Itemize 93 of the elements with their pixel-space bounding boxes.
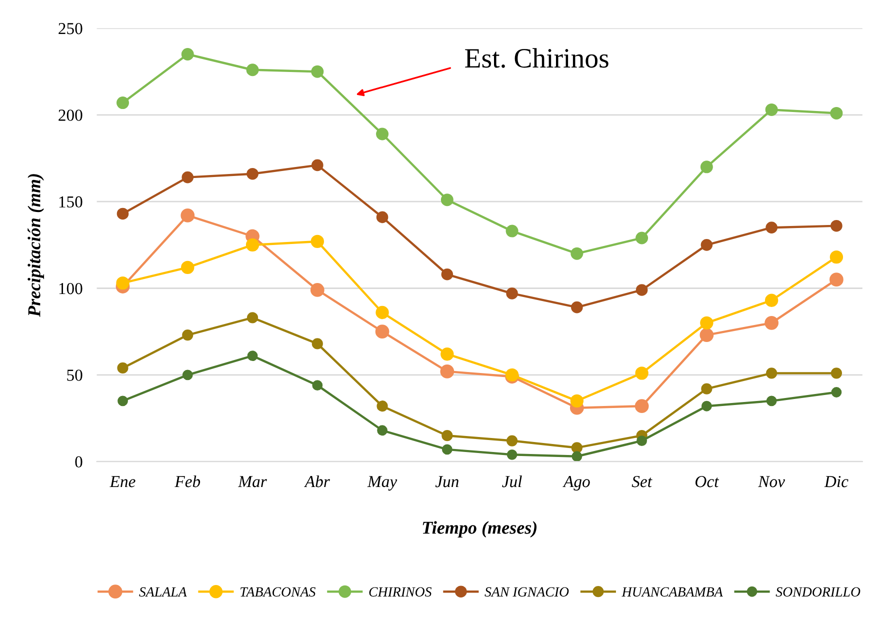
point <box>636 232 648 244</box>
y-axis-title: Precipitación (mm) <box>28 174 44 317</box>
point <box>377 425 388 436</box>
point <box>310 283 324 297</box>
point <box>246 168 258 180</box>
point <box>506 449 518 460</box>
point <box>117 362 128 374</box>
point <box>506 288 518 300</box>
legend-label: CHIRINOS <box>369 587 432 597</box>
x-tick-label: Nov <box>758 476 785 488</box>
x-axis-title: Tiempo (meses) <box>422 521 537 538</box>
point <box>765 103 778 116</box>
y-tick-label: 250 <box>58 22 82 34</box>
point <box>116 276 130 290</box>
point <box>310 234 324 248</box>
point <box>247 350 258 362</box>
point <box>376 211 388 224</box>
point <box>116 96 130 110</box>
point <box>766 396 777 406</box>
point <box>375 324 390 339</box>
point <box>700 328 714 342</box>
point <box>701 400 712 412</box>
point <box>246 312 258 324</box>
point <box>766 368 778 379</box>
point <box>700 160 713 174</box>
point <box>180 208 195 222</box>
point <box>182 171 194 184</box>
x-tick-label: Oct <box>695 476 720 488</box>
legend-label: HUANCABAMBA <box>622 587 723 597</box>
point <box>571 442 582 454</box>
point <box>376 128 389 140</box>
point <box>246 238 260 252</box>
point <box>376 400 388 412</box>
legend-label: TABACONAS <box>240 587 316 597</box>
point <box>506 224 518 238</box>
legend-label: SAN IGNACIO <box>484 587 569 597</box>
point <box>572 451 582 462</box>
x-tick-label: May <box>367 476 398 491</box>
x-tick-label: Ene <box>110 476 136 488</box>
point <box>570 394 584 408</box>
y-tick-label: 100 <box>59 282 82 294</box>
point <box>311 65 324 78</box>
point <box>440 194 454 206</box>
x-tick-label: Dic <box>824 476 848 488</box>
annotation: Est. Chirinos <box>465 48 608 68</box>
point <box>311 159 324 172</box>
point <box>764 294 778 307</box>
point <box>830 220 842 232</box>
y-tick-label: 150 <box>59 196 82 208</box>
point <box>830 106 843 120</box>
point <box>764 316 779 330</box>
point <box>442 444 452 455</box>
x-tick-label: Feb <box>174 475 200 488</box>
y-tick-label: 0 <box>75 456 82 468</box>
point <box>571 301 583 314</box>
point <box>701 383 712 394</box>
point <box>441 268 454 280</box>
x-tick-label: Jun <box>435 476 458 488</box>
point <box>830 250 844 264</box>
point <box>182 329 194 341</box>
point <box>506 435 518 446</box>
point <box>312 338 323 350</box>
point <box>700 316 714 330</box>
point <box>830 368 842 379</box>
point <box>570 247 584 260</box>
x-tick-label: Mar <box>238 476 267 488</box>
point <box>118 396 128 406</box>
x-tick-label: Ago <box>562 476 590 491</box>
point <box>442 430 453 442</box>
point <box>440 348 454 361</box>
x-tick-label: Set <box>632 476 652 488</box>
point <box>116 208 129 220</box>
point <box>831 387 842 398</box>
point <box>181 48 194 61</box>
point <box>246 64 259 76</box>
point <box>440 364 454 378</box>
x-tick-label: Abr <box>304 475 330 488</box>
y-tick-label: 50 <box>67 370 82 381</box>
point <box>635 366 648 380</box>
point <box>181 260 194 274</box>
point <box>182 370 193 380</box>
point <box>376 306 389 320</box>
y-tick-label: 200 <box>58 110 82 121</box>
legend-label: SALALA <box>139 587 187 597</box>
legend-label: SONDORILLO <box>776 587 860 597</box>
point <box>766 222 778 234</box>
x-tick-label: Jul <box>502 475 522 488</box>
point <box>634 399 649 414</box>
point <box>700 239 713 251</box>
point <box>830 272 844 287</box>
point <box>636 284 648 296</box>
point <box>636 436 648 446</box>
point <box>312 380 323 391</box>
